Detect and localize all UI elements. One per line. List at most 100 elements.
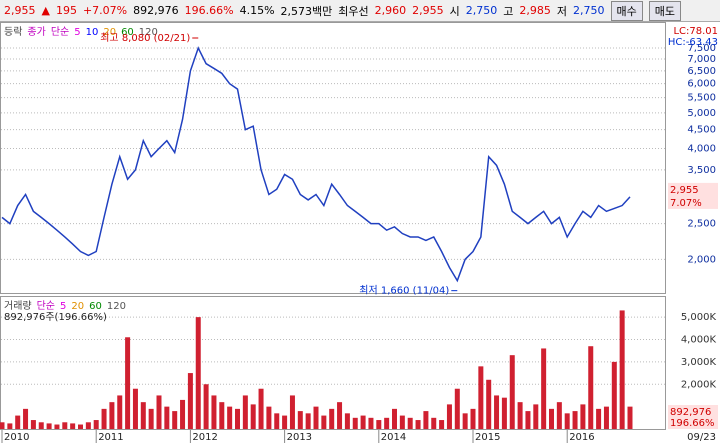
current-rate: 7.07% [670,198,702,209]
volume-bar [525,411,531,429]
volume-bar [258,388,264,429]
volume-bar [70,423,76,429]
volume-bar [46,423,52,429]
x-tick-label: 2014 [381,432,406,443]
volume-bar [30,420,36,429]
volume-bar [7,423,13,429]
legend-text: 5 [74,27,80,38]
volume-bar [117,395,123,429]
volume-bar [376,420,382,429]
legend-text: 120 [139,27,158,38]
volume-bar [321,415,327,429]
y-tick-label: 4,500 [687,125,716,136]
volume-bar [407,417,413,429]
volume-bar [164,406,170,429]
volume-bar [148,408,154,429]
price-panel [0,22,666,294]
volume-bar [242,395,248,429]
volume-bar [611,361,617,429]
legend-text: 단순 [51,26,69,38]
buy-button[interactable]: 매수 [610,0,643,21]
volume-ratio: 196.66% [184,4,234,17]
volume-bar [580,404,586,429]
volume-bar [235,408,240,429]
volume-bar [203,384,209,429]
quote-bar: 2,955 ▲ 195 +7.07% 892,976 196.66% 4.15%… [0,0,720,22]
y-tick-label: 6,500 [687,66,716,77]
legend-text: 등락 [4,26,22,38]
volume-bar [289,395,295,429]
change: 195 [55,4,77,17]
y-tick-label: 5,500 [687,93,716,104]
volume-bar [509,355,515,429]
volume-bar [15,415,21,429]
y-tick-label: 2,000 [687,254,716,265]
legend-text: 60 [121,27,134,38]
volume-bar [93,420,99,429]
y-tick-label: 7,000 [687,54,716,65]
legend-text: 120 [107,301,126,312]
volume-bar [62,422,68,429]
volume-bar [195,317,201,429]
volume-bar [619,310,625,429]
volume-bar [227,406,233,429]
volume-bar [23,408,29,429]
rate: +7.07% [82,4,128,17]
volume-bar [266,406,272,429]
volume-bar [211,395,217,429]
volume-bar [462,413,468,429]
volume-bar [627,406,633,429]
x-tick-label: 2012 [192,432,217,443]
bid: 2,955 [412,4,444,17]
y-tick-label: 3,500 [687,165,716,176]
volume-bar [392,408,397,429]
current-price: 2,955 [670,185,699,196]
volume-bar [556,402,562,429]
volume-bar [313,406,319,429]
legend-text: 거래량 [4,300,32,312]
volume-bar [305,413,311,429]
high-annotation: 최고 8,080 (02/21) [100,32,190,44]
y-tick-label: 2,500 [687,219,716,230]
current-box [668,182,718,209]
hc-label: HC:-63.43 [668,37,718,48]
legend-text: 5 [60,301,66,312]
x-tick-label: 2016 [569,432,594,443]
volume-bar [478,366,484,429]
volume-bar [329,408,335,429]
volume-bar [0,422,5,429]
volume-bar [172,411,178,429]
arrow: ▲ [41,4,50,17]
sell-button[interactable]: 매도 [648,0,682,21]
volume-bar [274,413,280,429]
volume-bar [337,402,343,429]
volume-bar [501,397,507,429]
volume-bar [140,402,146,429]
y-tick-label: 4,000 [687,144,716,155]
x-tick-label: 2010 [4,432,29,443]
current-box [668,405,718,429]
volume-bar [101,408,107,429]
volume-bar [446,404,452,429]
x-tick-label: 2013 [287,432,312,443]
volume-subtitle: 892,976주(196.66%) [4,312,107,323]
volume-bar [470,408,476,429]
turnover: 4.15% [239,4,275,17]
low: 2,750 [573,4,605,17]
volume-bar [486,379,492,429]
current-volume: 892,976 [670,407,711,418]
x-tick-label: 09/23 [687,432,716,443]
y-tick-label: 7,500 [687,43,716,54]
y-tick-label: 5,000K [681,312,717,323]
low-annotation: 최저 1,660 (11/04) [359,285,449,297]
volume-bar [541,348,547,429]
high-label: 고 [503,4,514,18]
volume-bar [588,346,594,429]
volume-bar [564,413,570,429]
legend-text: 종가 [27,26,45,38]
volume-bar [549,408,554,429]
volume-bar [533,404,539,429]
volume-bar [572,411,578,429]
y-tick-label: 2,000K [681,379,717,390]
